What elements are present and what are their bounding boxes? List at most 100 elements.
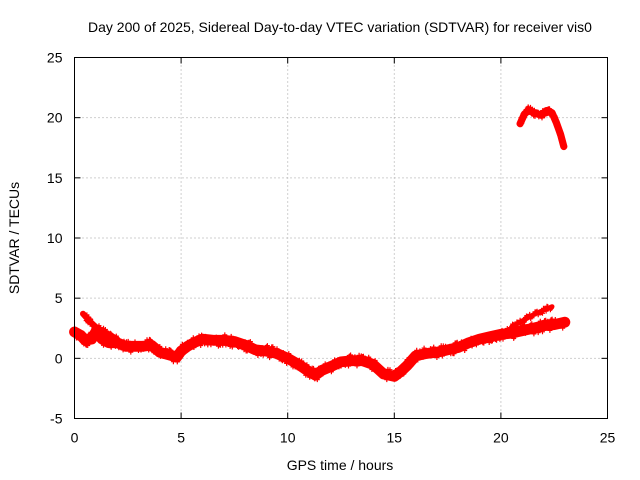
data-point — [439, 353, 445, 359]
data-point — [519, 120, 525, 126]
data-point — [517, 325, 523, 331]
data-point — [547, 327, 553, 333]
data-point — [556, 126, 562, 132]
data-point — [301, 360, 307, 366]
data-point — [156, 349, 162, 355]
data-point — [534, 323, 540, 329]
data-point — [494, 337, 500, 343]
data-point — [124, 341, 130, 347]
data-point — [403, 368, 409, 374]
data-point — [408, 363, 414, 369]
y-tick-label: -5 — [50, 411, 63, 427]
data-point — [222, 332, 228, 338]
data-point — [509, 330, 515, 336]
data-point — [303, 372, 309, 378]
data-point — [264, 343, 270, 349]
data-point — [112, 343, 118, 349]
chart-title: Day 200 of 2025, Sidereal Day-to-day VTE… — [88, 19, 592, 35]
data-point — [162, 353, 168, 359]
x-tick-label: 0 — [71, 430, 79, 446]
data-point — [312, 376, 318, 382]
data-point — [244, 348, 250, 354]
data-point — [163, 346, 169, 352]
data-point — [207, 339, 213, 345]
y-axis-label: SDTVAR / TECUs — [6, 182, 22, 294]
y-tick-label: 25 — [47, 50, 63, 66]
data-point — [330, 367, 335, 373]
data-point — [473, 342, 479, 348]
series-layer — [69, 104, 571, 383]
data-point — [208, 342, 214, 348]
data-point — [113, 333, 119, 339]
data-point — [531, 313, 537, 319]
data-point — [462, 348, 468, 353]
data-point — [530, 325, 536, 331]
data-point — [85, 343, 91, 348]
data-point — [251, 349, 257, 355]
series-main-band — [69, 316, 571, 383]
data-point — [346, 363, 351, 369]
data-point — [179, 348, 185, 354]
data-point — [302, 370, 308, 376]
data-point — [157, 344, 163, 349]
data-point — [352, 354, 358, 360]
data-point — [383, 370, 389, 375]
data-point — [247, 339, 253, 345]
data-point — [343, 360, 349, 366]
data-point — [409, 352, 415, 358]
data-point — [152, 343, 158, 349]
data-point — [512, 324, 518, 330]
data-point — [174, 359, 180, 365]
data-point — [229, 344, 235, 350]
x-tick-label: 20 — [493, 430, 509, 446]
data-point — [561, 319, 567, 325]
data-point — [467, 338, 473, 344]
y-tick-label: 5 — [55, 290, 63, 306]
data-point — [524, 111, 529, 117]
data-point — [270, 344, 276, 350]
data-point — [433, 350, 439, 356]
data-point — [233, 336, 238, 342]
data-point — [203, 333, 209, 339]
data-point — [180, 351, 186, 357]
data-point — [202, 341, 208, 347]
data-point — [522, 330, 528, 336]
data-point — [198, 343, 204, 348]
data-point — [513, 323, 519, 329]
data-point — [262, 349, 268, 355]
data-point — [492, 334, 497, 340]
data-point — [421, 345, 427, 351]
data-point — [459, 339, 464, 345]
data-point — [314, 377, 320, 383]
series-high-arc — [516, 104, 568, 151]
data-point — [320, 371, 326, 377]
data-point — [447, 343, 453, 349]
data-point — [521, 319, 527, 325]
data-point — [539, 115, 545, 121]
data-point — [279, 358, 285, 364]
data-point — [110, 340, 116, 346]
data-point — [236, 344, 242, 350]
data-point — [536, 327, 542, 333]
data-point — [108, 344, 114, 350]
data-point — [331, 360, 336, 366]
data-point — [308, 368, 314, 374]
data-point — [461, 344, 467, 350]
data-point — [138, 347, 144, 353]
data-point — [201, 337, 206, 343]
series-late-upper-branch — [509, 303, 555, 330]
data-point — [457, 346, 463, 352]
data-point — [546, 323, 552, 329]
data-point — [512, 334, 518, 340]
series-upper-branch — [80, 310, 121, 343]
data-point — [311, 365, 316, 371]
data-point — [504, 326, 510, 331]
data-point — [260, 352, 266, 358]
data-point — [479, 336, 485, 342]
data-point — [96, 335, 102, 341]
data-point — [429, 349, 435, 355]
data-point — [128, 349, 134, 355]
data-point — [449, 348, 455, 354]
data-point — [500, 336, 506, 342]
x-tick-label: 5 — [177, 430, 185, 446]
